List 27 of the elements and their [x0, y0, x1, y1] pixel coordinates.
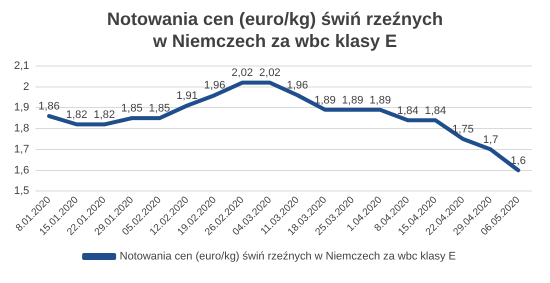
data-label: 1,89: [314, 94, 336, 106]
data-label: 2,02: [232, 67, 253, 80]
legend-label: Notowania cen (euro/kg) świń rzeźnych w Niemczech za wbc klasy E: [120, 250, 456, 263]
data-label: 1,96: [204, 80, 226, 92]
data-label: 1,86: [38, 100, 60, 113]
data-label: 1,82: [94, 108, 115, 121]
data-label: 1,7: [482, 134, 498, 146]
data-label: 1,89: [370, 94, 391, 106]
data-label: 1,84: [424, 104, 446, 117]
y-tick-label: 2,1: [14, 60, 30, 72]
y-tick-label: 1,9: [14, 102, 30, 114]
data-label: 1,82: [66, 108, 88, 121]
y-tick-label: 2: [23, 80, 30, 93]
y-tick-label: 1,8: [14, 122, 30, 135]
data-label: 2,02: [259, 67, 281, 80]
data-label: 1,89: [342, 94, 364, 106]
chart-title: Notowania cen (euro/kg) świń rzeźnych w Niemczech za wbc klasy E: [106, 8, 444, 52]
data-label: 1,85: [121, 102, 143, 115]
data-label: 1,85: [148, 102, 170, 115]
y-tick-label: 1,5: [14, 185, 30, 198]
data-label: 1,96: [286, 80, 308, 92]
data-label: 1,75: [452, 124, 474, 136]
data-label: 1,84: [397, 104, 419, 117]
data-label: 1,6: [510, 154, 526, 167]
data-label: 1,91: [176, 90, 198, 102]
y-tick-label: 1,7: [14, 143, 30, 156]
y-tick-label: 1,6: [14, 164, 30, 176]
